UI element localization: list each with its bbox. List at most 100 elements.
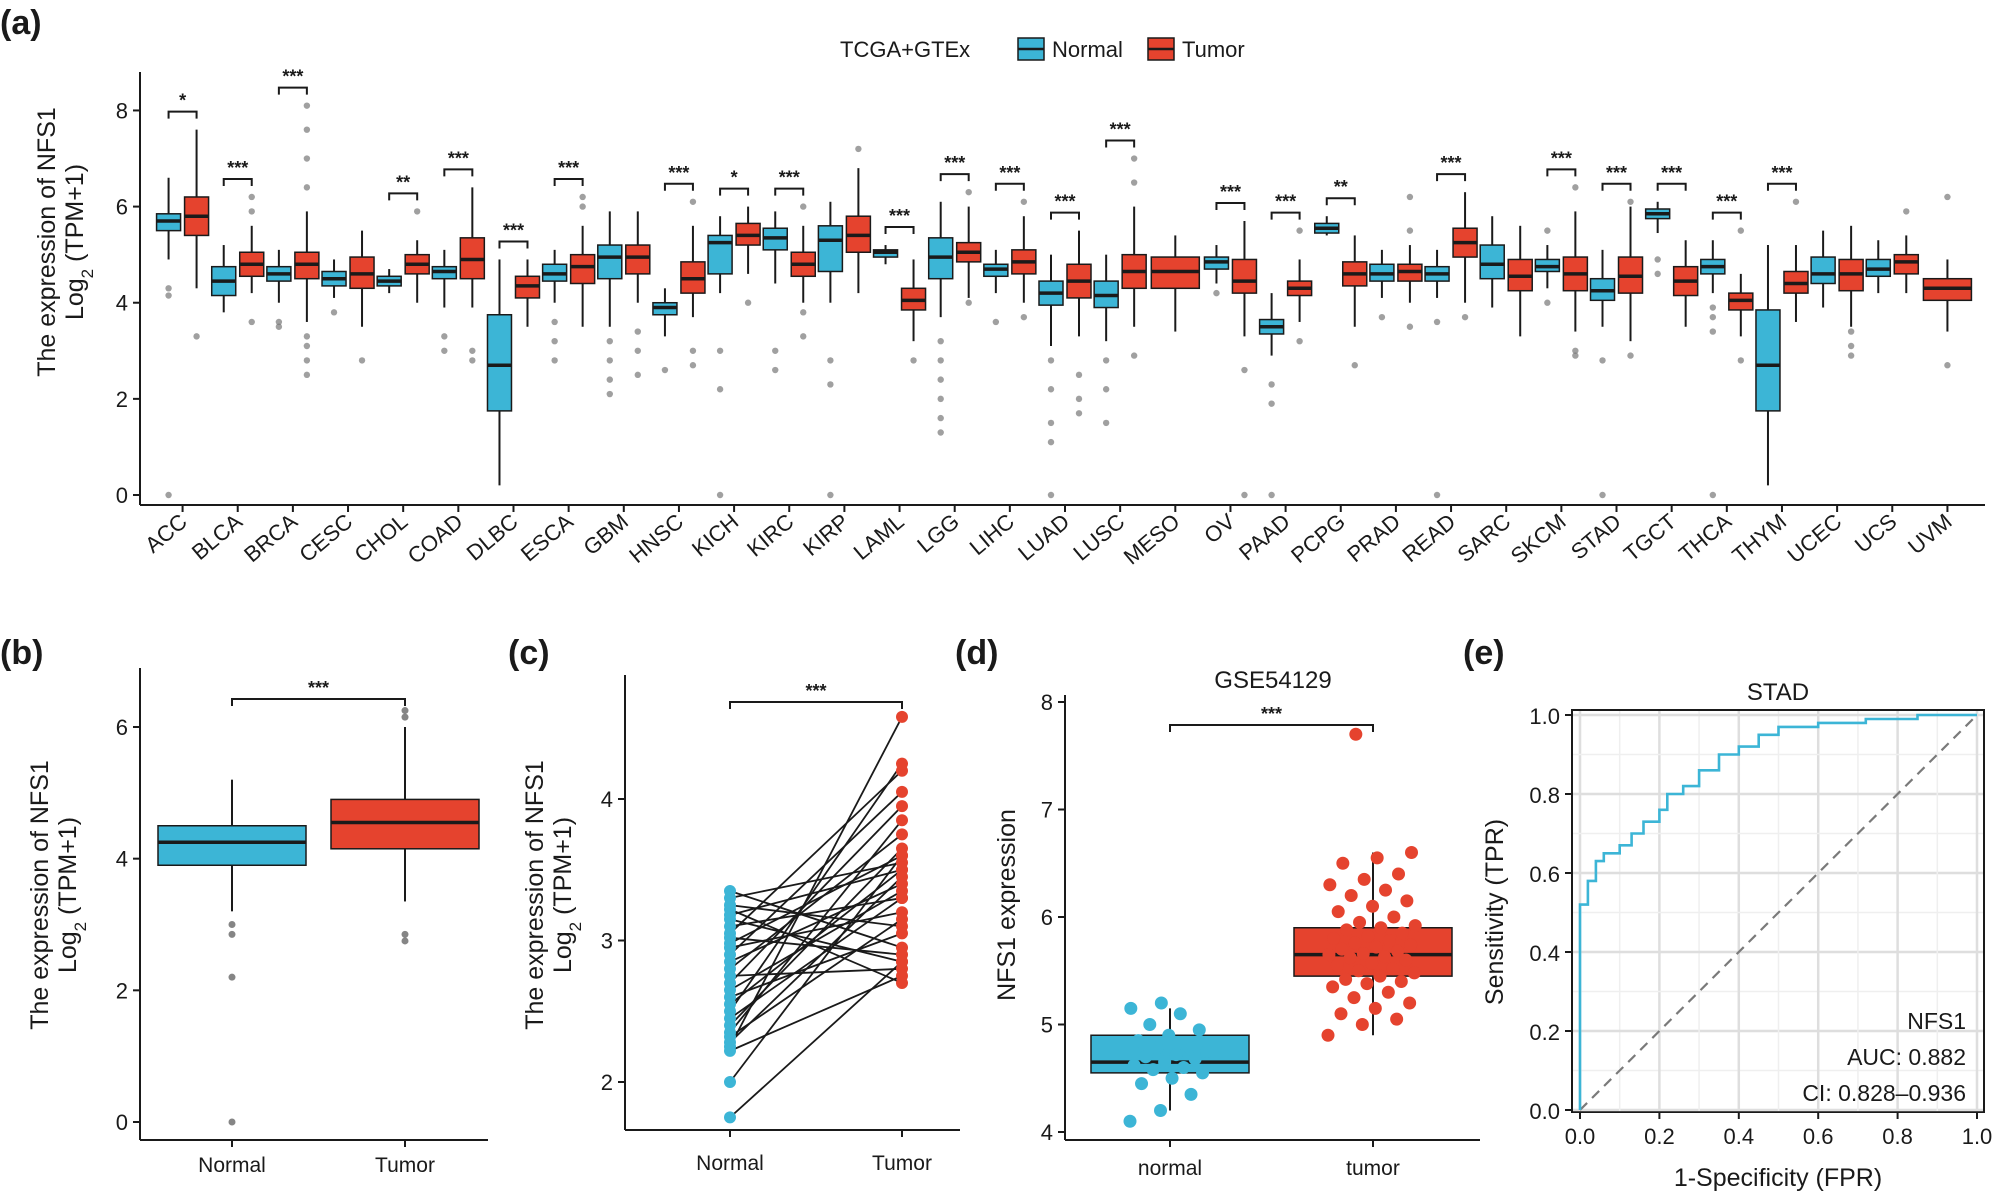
outlier-point	[441, 347, 448, 354]
tumor-point	[1344, 889, 1358, 902]
panel-c-ytick-label: 3	[601, 929, 613, 954]
normal-thym-box	[1755, 309, 1781, 412]
xtick-label-skcm: SKCM	[1506, 509, 1571, 569]
xtick-label-stad: STAD	[1566, 509, 1626, 565]
panel-c-sig-label: ***	[805, 681, 826, 701]
sig-thym-label: ***	[1771, 163, 1792, 183]
xtick-label-brca: BRCA	[239, 508, 302, 567]
ytick-label: 0.6	[1529, 862, 1560, 887]
pair-line	[729, 855, 903, 1083]
outlier-point	[965, 188, 972, 196]
outlier-point	[303, 357, 311, 364]
outlier-point	[1654, 256, 1661, 263]
outlier-point	[937, 337, 944, 345]
xtick-label-prad: PRAD	[1342, 509, 1405, 567]
tumor-point	[1370, 851, 1384, 865]
outlier-point	[1709, 304, 1717, 311]
tumor-point	[1348, 936, 1362, 950]
outlier-point	[937, 429, 944, 436]
sig-pcpg-label: **	[1334, 177, 1348, 197]
tumor-point	[1403, 996, 1417, 1010]
tumor-point	[1357, 872, 1371, 886]
sig-thca-label: ***	[1716, 192, 1737, 212]
panel-c-ylabel-line1: The expression of NFS1	[521, 760, 549, 1030]
panel-d-ylabel: NFS1 expression	[993, 809, 1021, 1001]
outlier-point	[1433, 318, 1441, 326]
diagonal-reference-line	[1579, 714, 1978, 1111]
outlier-point	[303, 342, 311, 350]
xtick-label-laml: LAML	[849, 509, 909, 565]
xtick-label-gbm: GBM	[579, 509, 633, 560]
tumor-point	[1369, 940, 1383, 954]
category-ov: *** OV	[1199, 182, 1258, 548]
outlier-point	[303, 184, 311, 191]
outlier-point	[551, 318, 558, 326]
normal-point	[724, 1111, 736, 1124]
pair-line	[729, 904, 903, 928]
panel-d-ytick-label: 6	[1041, 905, 1053, 930]
panel-b-ytick-label: 0	[116, 1110, 128, 1135]
outlier-point	[1944, 362, 1951, 369]
pair-line	[729, 890, 903, 991]
tumor-ov-box	[1231, 258, 1258, 294]
outlier-point	[228, 930, 236, 938]
outlier-point	[689, 347, 697, 354]
outlier-point	[469, 347, 476, 354]
outlier-point	[1627, 198, 1634, 205]
panel-e: (e) STAD Sensitivity (TPR) 1-Specificity…	[1463, 634, 1992, 1192]
tumor-point	[1386, 962, 1400, 976]
normal-point	[1196, 1066, 1210, 1080]
normal-point	[724, 1044, 736, 1057]
outlier-point	[358, 357, 366, 364]
tumor-point	[1322, 948, 1336, 962]
tumor-point	[1387, 910, 1401, 924]
pair-line	[729, 918, 903, 1038]
pair-line	[729, 819, 903, 1034]
outlier-point	[1599, 491, 1606, 499]
roc-curve	[1578, 713, 1977, 1110]
tumor-point	[1356, 947, 1370, 961]
outlier-point	[401, 930, 409, 938]
outlier-point	[1296, 227, 1303, 234]
outlier-point	[303, 371, 311, 379]
xtick-label-thym: THYM	[1727, 509, 1791, 568]
outlier-point	[1709, 491, 1717, 499]
tumor-point	[896, 849, 908, 862]
sig-kirc-label: ***	[779, 168, 800, 188]
sig-luad-label: ***	[1054, 192, 1075, 212]
panel-d-ytick-label: 4	[1041, 1120, 1053, 1145]
outlier-point	[401, 707, 409, 715]
sig-laml-label: ***	[889, 206, 910, 226]
outlier-point	[1047, 419, 1055, 427]
outlier-point	[1944, 193, 1951, 201]
sig-hnsc-bracket	[663, 182, 694, 191]
xtick-label-normal: Normal	[696, 1152, 764, 1175]
outlier-point	[606, 357, 613, 364]
pair-line	[729, 961, 903, 1119]
panel-b-ytick-label: 4	[116, 847, 128, 872]
xtick-label-normal: normal	[1138, 1157, 1202, 1180]
pair-line	[729, 716, 903, 1048]
outlier-point	[165, 292, 172, 299]
outlier-point	[248, 318, 255, 326]
tumor-point	[1355, 1018, 1369, 1031]
outlier-point	[827, 357, 834, 364]
xtick-label: 1.0	[1962, 1124, 1993, 1149]
pair-line	[729, 967, 903, 977]
tumor-point	[1334, 1007, 1348, 1021]
ytick-label: 0.2	[1529, 1020, 1560, 1045]
outlier-point	[228, 1118, 236, 1126]
normal-point	[1184, 1087, 1198, 1101]
roc-ci-label: CI: 0.828–0.936	[1802, 1080, 1966, 1106]
xtick-label-chol: CHOL	[350, 509, 413, 567]
outlier-point	[1406, 323, 1414, 330]
pair-line	[729, 791, 903, 956]
outlier-point	[1351, 362, 1358, 369]
outlier-point	[579, 193, 586, 201]
panel-b-sig-label: ***	[308, 678, 329, 698]
panel-c-label: (c)	[508, 634, 550, 672]
panel-d-ytick-label: 7	[1041, 798, 1053, 823]
outlier-point	[1406, 193, 1414, 201]
panel-c-sig-bracket	[729, 701, 903, 709]
sig-stad-label: ***	[1606, 163, 1627, 183]
